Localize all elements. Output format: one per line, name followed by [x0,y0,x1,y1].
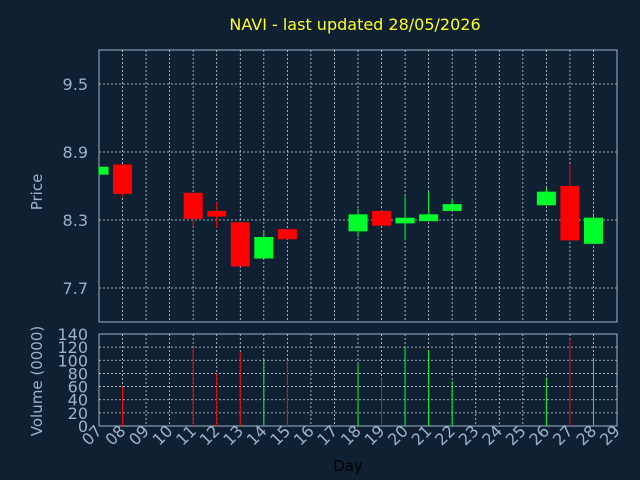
candle-body [536,191,556,206]
candle-body [583,217,603,244]
candles [98,164,603,267]
volume-tick-label: 0 [78,417,88,436]
volume-tick-label: 60 [68,378,88,397]
candle-body [560,186,580,241]
candle-body [99,166,109,175]
candle-body [348,214,368,232]
candle-body [419,214,439,222]
candle-body [372,210,392,226]
price-tick-label: 9.5 [63,75,88,94]
volume-axis-label: Volume (0000) [28,326,46,436]
volume-tick-label: 100 [57,351,88,370]
candle-body [183,192,203,219]
price-y-ticks: 9.5 8.9 8.3 7.7 [63,75,88,298]
candle-body [395,217,415,224]
candle-body [277,229,297,240]
candle-body [113,164,133,194]
price-tick-label: 8.3 [63,211,88,230]
chart-title: NAVI - last updated 28/05/2026 [229,15,480,34]
price-grid [99,50,617,322]
candle-body [207,210,227,217]
price-axis-label: Price [28,174,46,211]
price-tick-label: 7.7 [63,279,88,298]
volume-tick-label: 20 [68,404,88,423]
volume-bars [122,339,594,426]
price-tick-label: 8.9 [63,143,88,162]
candle-body [442,204,462,211]
candle-body [254,237,274,259]
volume-tick-label: 140 [57,325,88,344]
volume-tick-label: 80 [68,364,88,383]
volume-tick-label: 120 [57,338,88,357]
x-axis-label: Day [333,457,363,475]
x-ticks: 0708091011121314151617181920212223242526… [78,421,624,449]
candle-body [230,222,250,267]
volume-tick-label: 40 [68,391,88,410]
